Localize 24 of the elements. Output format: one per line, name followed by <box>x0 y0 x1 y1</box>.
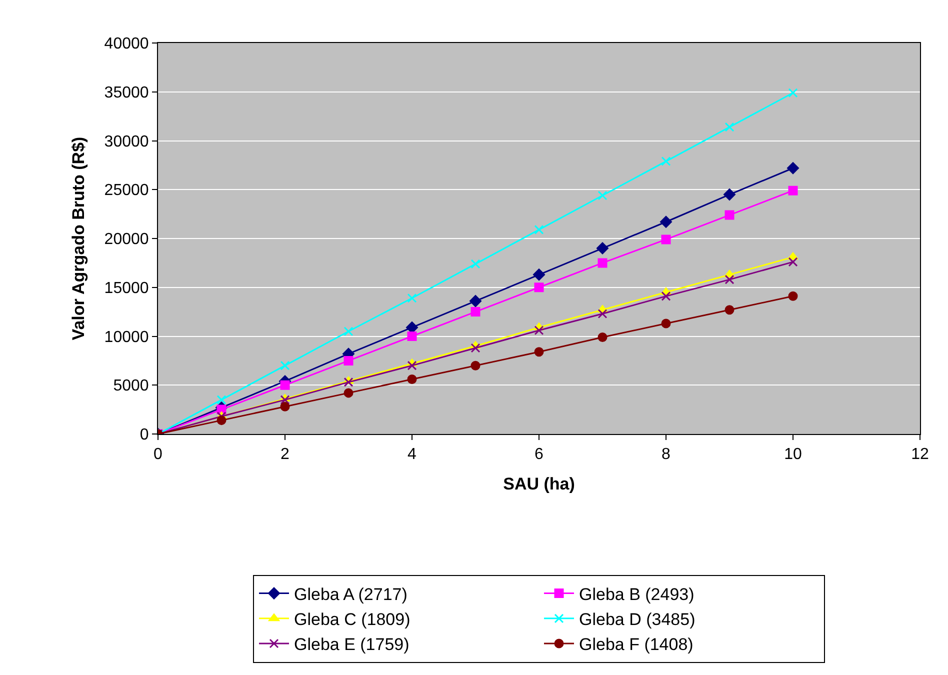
y-tick-label: 10000 <box>104 328 149 346</box>
x-tick-label: 4 <box>408 446 417 464</box>
x-tick-label: 8 <box>662 446 671 464</box>
x-tick-label: 12 <box>911 446 929 464</box>
y-tick-label: 25000 <box>104 182 149 200</box>
y-tick-label: 20000 <box>104 231 149 248</box>
y-axis-title: Valor Agrgado Bruto (R$) <box>68 136 88 340</box>
y-tick-label: 15000 <box>104 280 149 297</box>
legend-label: Gleba D (3485) <box>579 610 696 630</box>
x-tick-label: 6 <box>534 446 544 464</box>
y-tick-label: 5000 <box>113 378 149 395</box>
x-axis-title: SAU (ha) <box>503 474 575 494</box>
y-tick-label: 40000 <box>104 36 149 53</box>
y-tick-label: 0 <box>140 426 149 444</box>
x-tick-label: 0 <box>154 446 163 464</box>
y-tick-label: 35000 <box>104 84 149 102</box>
y-tick-label: 30000 <box>104 133 149 150</box>
legend-label: Gleba F (1408) <box>579 635 694 654</box>
legend-label: Gleba B (2493) <box>579 584 694 604</box>
x-tick-label: 10 <box>784 446 802 464</box>
legend-label: Gleba C (1809) <box>294 610 410 630</box>
x-tick-label: 2 <box>280 446 290 464</box>
legend-label: Gleba E (1759) <box>294 635 410 654</box>
legend-label: Gleba A (2717) <box>294 584 408 604</box>
